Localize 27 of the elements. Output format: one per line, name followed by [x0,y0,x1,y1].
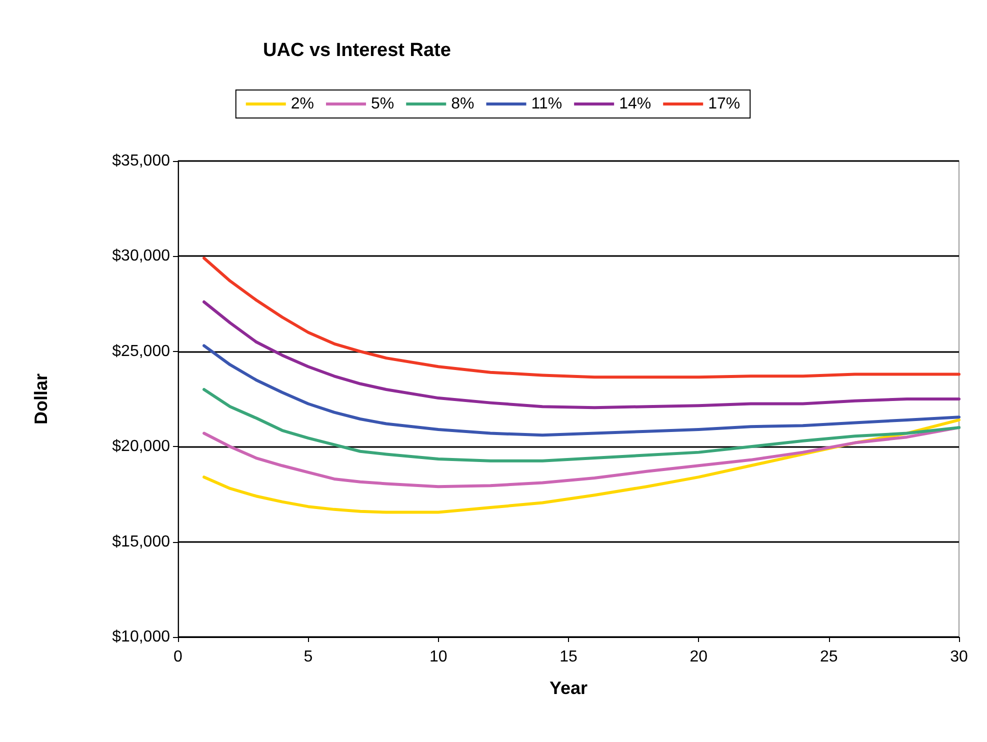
line-series [202,300,960,410]
x-tick-label: 15 [560,648,578,666]
legend-label: 17% [708,96,740,112]
legend-label: 8% [451,96,474,112]
x-tick-label: 25 [820,648,838,666]
x-tick-label: 20 [690,648,708,666]
y-tick-label: $15,000 [112,533,170,550]
line-series [202,388,960,462]
x-tick-label: 5 [304,648,313,666]
y-tick-label: $35,000 [112,152,170,170]
chart-title: UAC vs Interest Rate [263,40,451,61]
line-series [202,344,960,437]
line-series [202,256,960,379]
legend-label: 14% [619,96,652,112]
y-tick-label: $10,000 [112,628,170,646]
legend-label: 2% [290,96,314,112]
x-tick-label: 30 [950,648,968,666]
y-tick-label: $30,000 [112,248,170,265]
x-axis-title: Year [549,678,588,698]
x-tick-label: 0 [174,648,183,666]
legend-label: 5% [370,96,394,112]
x-tick-label: 10 [429,648,448,666]
y-tick-label: $20,000 [112,438,170,456]
line-series [202,426,960,488]
y-tick-label: $25,000 [112,342,170,360]
legend-label: 11% [531,96,562,112]
y-axis-title: Dollar [31,373,51,425]
